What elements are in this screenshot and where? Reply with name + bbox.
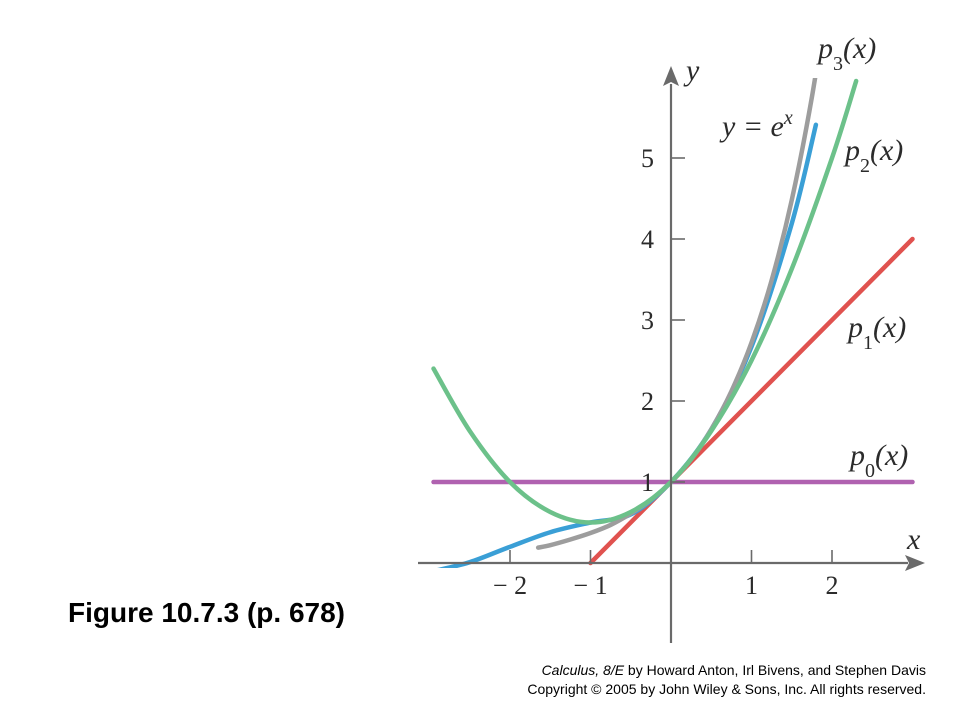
x-tick-label: 1 — [745, 571, 758, 600]
y-tick-label: 1 — [641, 468, 654, 497]
x-tick-label: − 2 — [493, 571, 527, 600]
curves — [431, 78, 915, 568]
book-title: Calculus, 8/E — [541, 662, 625, 678]
copyright-line: Copyright © 2005 by John Wiley & Sons, I… — [527, 681, 926, 697]
y-tick-label: 3 — [641, 306, 654, 335]
axes — [418, 66, 925, 643]
y-tick-label: 2 — [641, 387, 654, 416]
y-axis-arrow — [663, 66, 679, 86]
x-tick-label: − 1 — [573, 571, 607, 600]
y-tick-label: 4 — [641, 225, 654, 254]
x-axis-arrow — [905, 555, 925, 571]
exp-label: y = ex — [719, 107, 793, 143]
labels: − 2 − 1 1 2 1 2 3 4 5 x y y = ex p0(x) p1(x) p2(x) p3(x… — [493, 32, 921, 600]
p1-label: p1(x) — [846, 311, 906, 354]
figure-caption: Figure 10.7.3 (p. 678) — [68, 597, 345, 628]
p2-label: p2(x) — [843, 134, 903, 177]
book-authors: by Howard Anton, Irl Bivens, and Stephen… — [624, 662, 926, 678]
x-axis-title: x — [906, 523, 921, 556]
y-tick-label: 5 — [641, 144, 654, 173]
x-tick-label: 2 — [826, 571, 839, 600]
p1-line — [588, 236, 915, 566]
y-axis-title: y — [683, 54, 700, 87]
p3-label: p3(x) — [816, 32, 876, 75]
book-credit: Calculus, 8/E by Howard Anton, Irl Biven… — [542, 662, 926, 678]
p0-label: p0(x) — [848, 439, 908, 482]
